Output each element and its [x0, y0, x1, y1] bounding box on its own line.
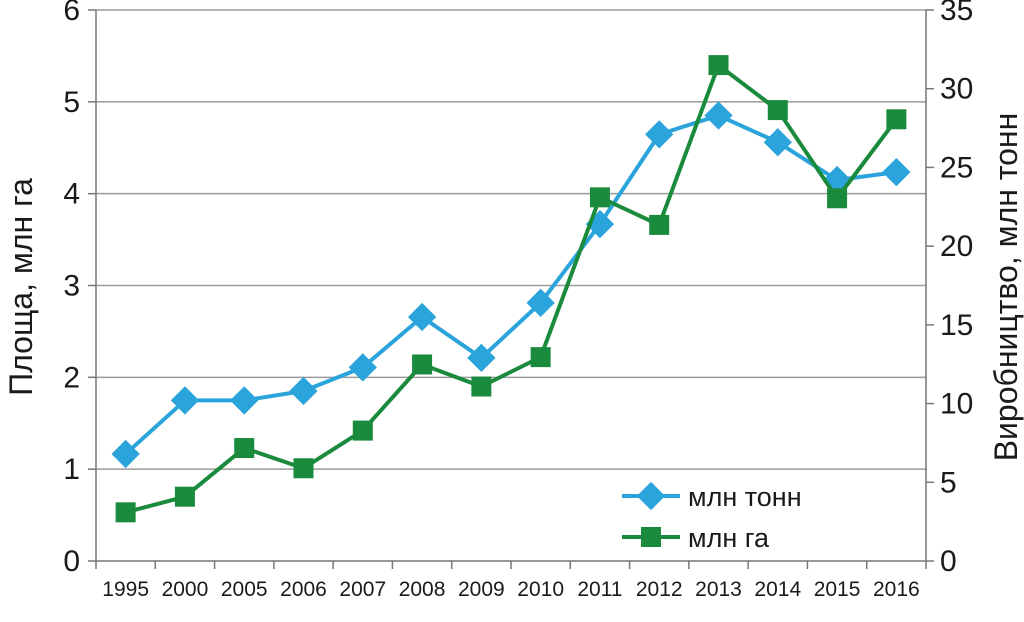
data-point-square	[174, 486, 195, 507]
legend-label-production: млн тонн	[688, 482, 802, 512]
x-tick-label: 2012	[636, 578, 683, 601]
data-point-square	[530, 347, 551, 368]
data-point-diamond	[230, 386, 259, 415]
data-point-square	[767, 100, 788, 121]
data-point-diamond	[289, 376, 318, 406]
y-axis-left-title: Площа, млн га	[3, 178, 39, 396]
legend-item-area: млн га	[622, 523, 770, 553]
y-tick-left-label: 5	[63, 86, 80, 119]
y-tick-right-label: 15	[940, 309, 973, 342]
data-point-square	[234, 438, 255, 459]
legend-square-marker	[641, 527, 661, 547]
legend: млн тонн млн га	[622, 481, 802, 553]
data-point-square	[886, 109, 907, 130]
data-point-diamond	[407, 302, 437, 332]
series-area	[115, 55, 907, 523]
y-tick-left-label: 0	[63, 545, 80, 578]
data-point-diamond	[526, 288, 555, 317]
data-point-diamond	[348, 353, 377, 382]
series-layer	[111, 55, 911, 523]
data-point-diamond	[645, 120, 674, 149]
x-tick-label: 2005	[221, 578, 268, 601]
y-tick-left-label: 4	[63, 178, 80, 211]
data-point-diamond	[467, 343, 496, 373]
legend-label-area: млн га	[688, 523, 770, 553]
y-tick-left-label: 6	[63, 0, 80, 27]
legend-diamond-marker	[636, 481, 666, 511]
data-point-diamond	[882, 158, 911, 187]
x-tick-label: 2015	[814, 578, 861, 601]
y-axis-right-title: Виробництво, млн тонн	[988, 113, 1024, 462]
x-tick-label: 2000	[162, 578, 209, 601]
x-tick-label: 2009	[458, 578, 505, 601]
y-tick-right-label: 35	[940, 0, 973, 27]
series-production	[111, 101, 911, 469]
y-tick-left-label: 1	[63, 453, 80, 486]
y-tick-right-label: 30	[940, 73, 973, 106]
y-tick-right-label: 10	[940, 388, 973, 421]
x-tick-label: 2011	[577, 578, 622, 601]
x-tick-label: 1995	[102, 578, 149, 601]
data-point-square	[649, 214, 670, 235]
data-point-diamond	[704, 101, 733, 130]
data-point-square	[471, 376, 492, 397]
x-tick-label: 2008	[399, 578, 446, 601]
data-point-square	[352, 420, 373, 441]
data-point-square	[293, 458, 314, 479]
x-tick-label: 2013	[695, 578, 742, 601]
x-tick-label: 2007	[339, 578, 386, 601]
y-tick-left-label: 2	[63, 361, 80, 394]
y-tick-right-label: 20	[940, 230, 973, 263]
data-point-square	[708, 55, 729, 76]
x-tick-label: 2010	[517, 578, 564, 601]
legend-item-production: млн тонн	[622, 481, 802, 512]
x-tick-label: 2014	[754, 578, 801, 601]
tick-labels: 0 1 2 3 4 5 6 0 5 10 15 20 25 30 35 1995 2000 2005 2006 200…	[63, 0, 973, 601]
x-tick-label: 2006	[280, 578, 327, 601]
data-point-square	[827, 188, 848, 209]
data-point-square	[412, 354, 433, 375]
y-tick-right-label: 25	[940, 151, 973, 184]
y-tick-left-label: 3	[63, 270, 80, 303]
data-point-square	[115, 502, 136, 523]
axes	[88, 9, 934, 569]
data-point-square	[589, 187, 610, 208]
y-tick-right-label: 5	[940, 466, 957, 499]
data-point-diamond	[763, 128, 792, 157]
y-tick-right-label: 0	[940, 545, 957, 578]
grid-lines	[96, 9, 926, 470]
x-tick-label: 2016	[873, 578, 920, 601]
